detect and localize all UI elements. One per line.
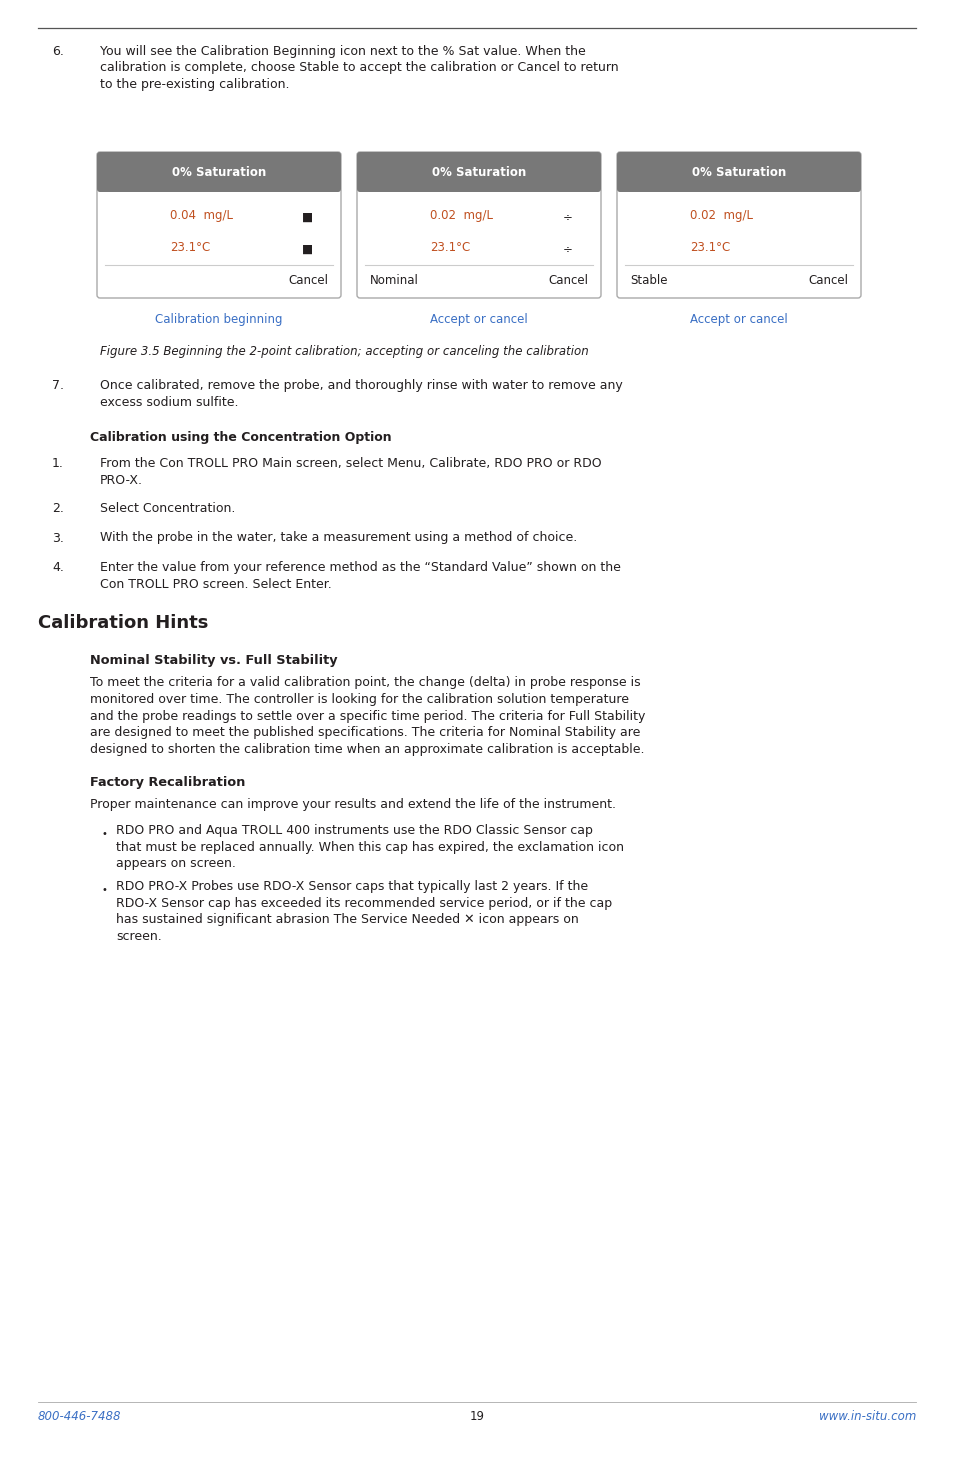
Text: Figure 3.5 Beginning the 2-point calibration; accepting or canceling the calibra: Figure 3.5 Beginning the 2-point calibra… bbox=[100, 345, 588, 358]
Text: RDO PRO and Aqua TROLL 400 instruments use the RDO Classic Sensor cap
that must : RDO PRO and Aqua TROLL 400 instruments u… bbox=[116, 823, 623, 870]
Text: 19: 19 bbox=[469, 1410, 484, 1424]
Text: ÷: ÷ bbox=[562, 242, 573, 255]
Bar bbox=[619, 182, 857, 188]
FancyBboxPatch shape bbox=[97, 152, 340, 298]
Bar bbox=[359, 182, 598, 188]
Text: Calibration beginning: Calibration beginning bbox=[155, 312, 282, 326]
FancyBboxPatch shape bbox=[617, 152, 861, 193]
Text: 800-446-7488: 800-446-7488 bbox=[38, 1410, 121, 1424]
Text: 2.: 2. bbox=[52, 502, 64, 515]
Text: Cancel: Cancel bbox=[547, 273, 587, 286]
Text: Calibration Hints: Calibration Hints bbox=[38, 615, 208, 632]
Text: 6.: 6. bbox=[52, 45, 64, 58]
Text: 23.1°C: 23.1°C bbox=[430, 241, 470, 254]
Text: With the probe in the water, take a measurement using a method of choice.: With the probe in the water, take a meas… bbox=[100, 531, 577, 545]
Text: Accept or cancel: Accept or cancel bbox=[430, 312, 527, 326]
Text: www.in-situ.com: www.in-situ.com bbox=[818, 1410, 915, 1424]
Text: 3.: 3. bbox=[52, 531, 64, 545]
Text: •: • bbox=[101, 829, 107, 840]
Text: 7.: 7. bbox=[52, 380, 64, 391]
Text: Nominal: Nominal bbox=[370, 273, 418, 286]
Text: Calibration using the Concentration Option: Calibration using the Concentration Opti… bbox=[90, 431, 392, 444]
Text: RDO PRO-X Probes use RDO-X Sensor caps that typically last 2 years. If the
RDO-X: RDO PRO-X Probes use RDO-X Sensor caps t… bbox=[116, 880, 612, 943]
Text: You will see the Calibration Beginning icon next to the % Sat value. When the
ca: You will see the Calibration Beginning i… bbox=[100, 45, 618, 91]
Text: ÷: ÷ bbox=[562, 212, 573, 223]
Text: 0.04  mg/L: 0.04 mg/L bbox=[170, 209, 233, 222]
Text: •: • bbox=[101, 885, 107, 895]
FancyBboxPatch shape bbox=[356, 152, 600, 193]
Text: 4.: 4. bbox=[52, 561, 64, 574]
Bar bbox=[100, 182, 337, 188]
Text: 0% Saturation: 0% Saturation bbox=[691, 165, 785, 178]
Text: Enter the value from your reference method as the “Standard Value” shown on the
: Enter the value from your reference meth… bbox=[100, 561, 620, 590]
Text: Factory Recalibration: Factory Recalibration bbox=[90, 777, 245, 788]
FancyBboxPatch shape bbox=[617, 152, 861, 298]
Text: 1.: 1. bbox=[52, 457, 64, 470]
Text: Cancel: Cancel bbox=[807, 273, 847, 286]
Text: Cancel: Cancel bbox=[288, 273, 328, 286]
Text: To meet the criteria for a valid calibration point, the change (delta) in probe : To meet the criteria for a valid calibra… bbox=[90, 676, 644, 756]
Text: 0% Saturation: 0% Saturation bbox=[172, 165, 266, 178]
Text: 0% Saturation: 0% Saturation bbox=[432, 165, 525, 178]
Text: ■: ■ bbox=[302, 212, 314, 223]
Text: 0.02  mg/L: 0.02 mg/L bbox=[430, 209, 493, 222]
Text: Select Concentration.: Select Concentration. bbox=[100, 502, 235, 515]
Text: ■: ■ bbox=[302, 242, 314, 255]
Text: 23.1°C: 23.1°C bbox=[689, 241, 729, 254]
Text: From the Con TROLL PRO Main screen, select Menu, Calibrate, RDO PRO or RDO
PRO-X: From the Con TROLL PRO Main screen, sele… bbox=[100, 457, 601, 486]
Text: Nominal Stability vs. Full Stability: Nominal Stability vs. Full Stability bbox=[90, 654, 337, 667]
Text: 0.02  mg/L: 0.02 mg/L bbox=[689, 209, 752, 222]
Text: Once calibrated, remove the probe, and thoroughly rinse with water to remove any: Once calibrated, remove the probe, and t… bbox=[100, 380, 622, 409]
FancyBboxPatch shape bbox=[97, 152, 340, 193]
FancyBboxPatch shape bbox=[356, 152, 600, 298]
Text: Stable: Stable bbox=[629, 273, 667, 286]
Text: Proper maintenance can improve your results and extend the life of the instrumen: Proper maintenance can improve your resu… bbox=[90, 799, 616, 810]
Text: Accept or cancel: Accept or cancel bbox=[689, 312, 787, 326]
Text: 23.1°C: 23.1°C bbox=[170, 241, 210, 254]
